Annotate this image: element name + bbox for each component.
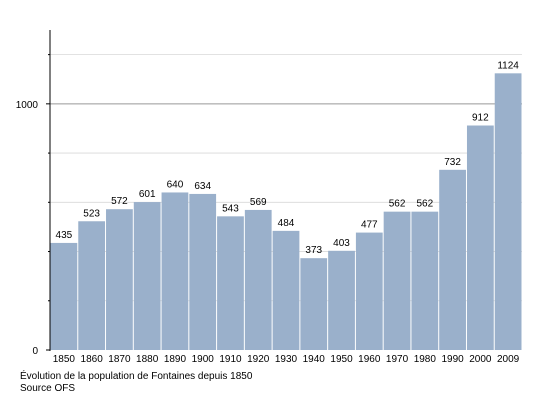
x-tick-label-1910: 1910 xyxy=(219,354,242,365)
y-tick-label: 0 xyxy=(32,346,38,357)
bar-1860 xyxy=(78,221,106,350)
bar-1850 xyxy=(50,242,78,350)
x-tick-label-1850: 1850 xyxy=(53,354,76,365)
bar-1930 xyxy=(272,230,300,350)
data-label-1910: 543 xyxy=(222,203,239,214)
data-label-1860: 523 xyxy=(83,208,100,219)
data-label-1970: 562 xyxy=(389,199,406,210)
x-tick-label-1960: 1960 xyxy=(358,354,381,365)
chart-caption: Évolution de la population de Fontaines … xyxy=(20,371,253,382)
x-tick-label-1950: 1950 xyxy=(330,354,353,365)
x-tick-label-1900: 1900 xyxy=(192,354,215,365)
y-tick-label: 1000 xyxy=(16,100,39,111)
x-tick-label-1920: 1920 xyxy=(247,354,270,365)
data-label-1920: 569 xyxy=(250,197,267,208)
x-axis-labels: 1850 1860 1870 1880 1890 1900 1910 1920 1930 1940… xyxy=(53,354,520,365)
x-tick-label-1870: 1870 xyxy=(108,354,131,365)
x-tick-label-1990: 1990 xyxy=(441,354,464,365)
bar-1890 xyxy=(161,192,189,350)
bar-1920 xyxy=(244,209,272,350)
data-label-2000: 912 xyxy=(472,113,489,124)
data-label-1990: 732 xyxy=(444,157,461,168)
data-label-1870: 572 xyxy=(111,196,128,207)
x-tick-label-1930: 1930 xyxy=(275,354,298,365)
y-axis-ticks: 0 1000 xyxy=(16,54,50,357)
bar-1960 xyxy=(355,232,383,350)
x-tick-label-1860: 1860 xyxy=(81,354,104,365)
bar-1980 xyxy=(411,211,439,350)
bar-1870 xyxy=(106,209,133,350)
bar-1940 xyxy=(300,258,328,350)
x-tick-label-2009: 2009 xyxy=(497,354,520,365)
x-tick-label-1890: 1890 xyxy=(164,354,187,365)
bars: 435 523 572 601 640 634 543 569 484 373 403 477 562 5… xyxy=(50,60,522,351)
data-label-1930: 484 xyxy=(278,218,295,229)
data-label-2009: 1124 xyxy=(497,60,519,71)
data-label-1960: 477 xyxy=(361,220,378,231)
x-tick-label-1970: 1970 xyxy=(386,354,409,365)
bar-2000 xyxy=(466,125,494,350)
bar-1970 xyxy=(383,211,411,350)
data-label-1980: 562 xyxy=(416,199,433,210)
bar-1910 xyxy=(217,216,244,350)
bar-1900 xyxy=(189,193,217,350)
x-tick-label-2000: 2000 xyxy=(469,354,492,365)
data-label-1900: 634 xyxy=(194,181,211,192)
bar-1880 xyxy=(133,202,161,350)
bar-2009 xyxy=(494,73,522,351)
data-label-1850: 435 xyxy=(56,230,73,241)
data-label-1890: 640 xyxy=(167,179,184,190)
bar-1990 xyxy=(439,169,466,350)
x-tick-label-1880: 1880 xyxy=(136,354,159,365)
chart-source: Source OFS xyxy=(20,383,76,394)
bar-1950 xyxy=(328,250,355,350)
data-label-1950: 403 xyxy=(333,238,350,249)
data-label-1940: 373 xyxy=(305,245,322,256)
x-tick-label-1940: 1940 xyxy=(303,354,326,365)
data-label-1880: 601 xyxy=(139,189,156,200)
x-tick-label-1980: 1980 xyxy=(414,354,437,365)
